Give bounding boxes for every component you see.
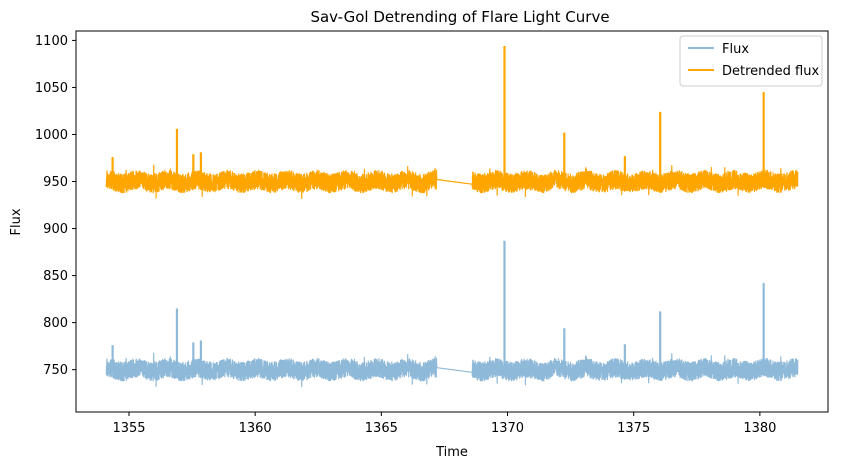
y-tick-label: 800 (43, 316, 68, 331)
series-line-0 (105, 352, 799, 388)
legend-box (679, 35, 823, 87)
y-tick-label: 750 (43, 363, 68, 378)
plot-frame (75, 30, 829, 413)
x-axis: 1355 1360 1365 1370 1375 1380 (112, 412, 776, 436)
y-tick-label: 950 (43, 175, 68, 190)
y-tick-label: 1050 (35, 81, 68, 96)
chart-title: Sav-Gol Detrending of Flare Light Curve (310, 8, 609, 26)
legend-label-detrended-flux: Detrended flux (722, 64, 819, 79)
y-axis-label: Flux (9, 208, 24, 235)
legend-label-flux: Flux (722, 42, 749, 57)
x-tick-label: 1360 (239, 421, 272, 436)
y-tick-label: 1100 (35, 34, 68, 49)
y-tick-label: 1000 (35, 128, 68, 143)
y-axis: 750 800 850 900 950 1000 1050 1100 (35, 34, 76, 378)
y-tick-label: 900 (43, 222, 68, 237)
series-line-1 (105, 164, 799, 199)
y-tick-label: 850 (43, 269, 68, 284)
x-tick-label: 1380 (743, 421, 776, 436)
x-tick-label: 1355 (112, 421, 145, 436)
x-axis-label: Time (435, 445, 468, 460)
plot-area (105, 46, 799, 388)
x-tick-label: 1375 (617, 421, 650, 436)
x-tick-label: 1365 (365, 421, 398, 436)
x-tick-label: 1370 (491, 421, 524, 436)
legend: Flux Detrended flux (679, 35, 823, 87)
